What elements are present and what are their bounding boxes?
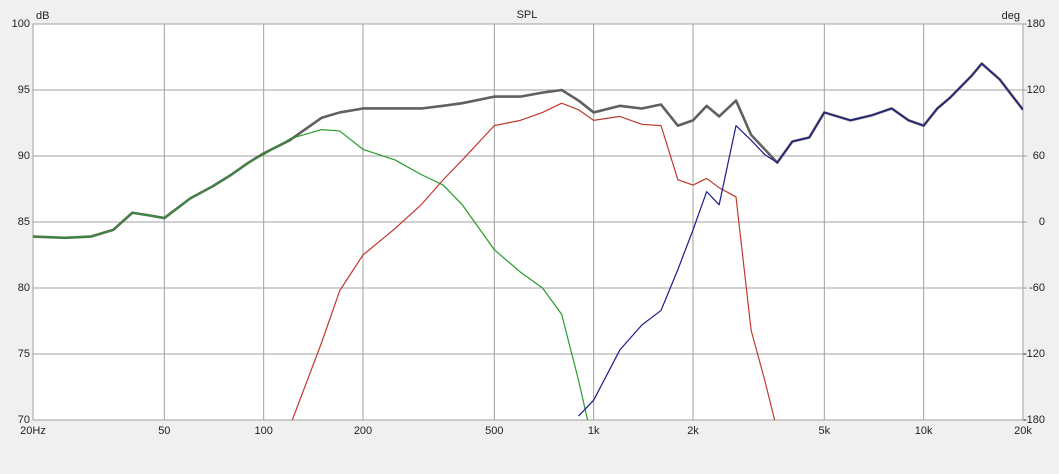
y-tick-label: 80 [18,282,30,294]
x-tick-label: 200 [354,425,372,437]
y2-tick-label: -120 [1023,348,1045,360]
y-axis-label: dB [36,10,49,22]
y2-tick-label: 60 [1033,150,1045,162]
x-tick-label: 5k [819,425,831,437]
x-tick-label: 10k [915,425,933,437]
y-tick-label: 85 [18,216,30,228]
x-tick-label: 100 [254,425,272,437]
x-tick-label: 50 [158,425,170,437]
chart-title: SPL [517,9,538,21]
y-tick-label: 95 [18,84,30,96]
y2-tick-label: 0 [1039,216,1045,228]
series-line [33,129,589,420]
y-tick-label: 75 [18,348,30,360]
x-tick-label: 500 [485,425,503,437]
y-tick-label: 100 [12,18,30,30]
series-line [578,63,1023,417]
x-tick-label: 1k [588,425,600,437]
x-tick-label: 20Hz [20,425,46,437]
y2-axis-label: deg [1002,10,1020,22]
x-tick-label: 20k [1014,425,1032,437]
y2-tick-label: -180 [1023,414,1045,426]
plot-lines [33,62,1023,420]
y-tick-label: 90 [18,150,30,162]
y2-tick-label: 180 [1027,18,1045,30]
y-tick-label: 70 [18,414,30,426]
y2-tick-label: 120 [1027,84,1045,96]
y2-tick-label: -60 [1029,282,1045,294]
series-line [291,102,776,420]
x-tick-label: 2k [687,425,699,437]
